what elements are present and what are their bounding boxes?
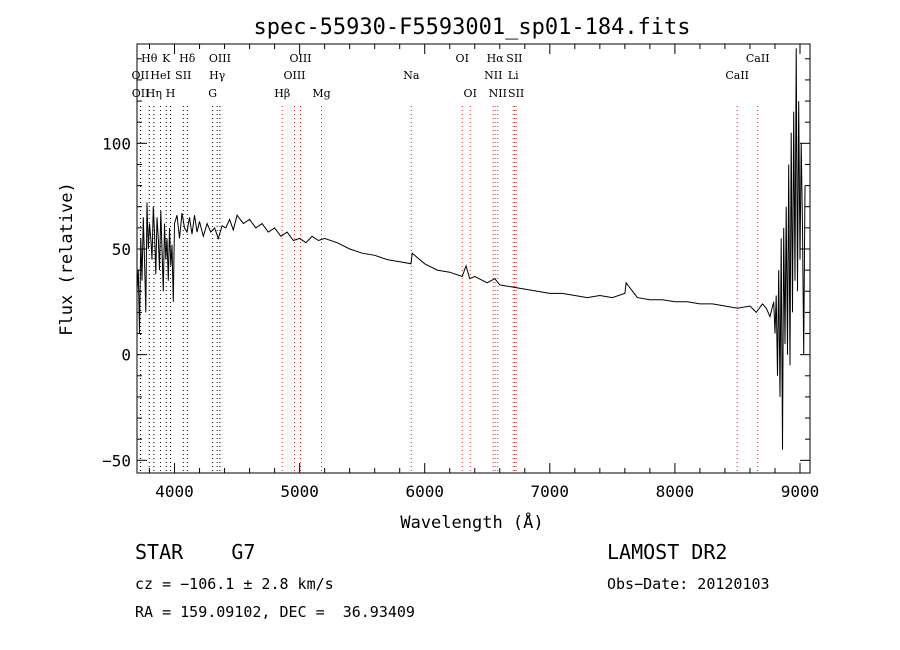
line-label-4: HeI xyxy=(150,69,170,82)
line-label-18: OI xyxy=(464,87,477,100)
line-label-20: SII xyxy=(506,52,522,65)
line-label-7: Hδ xyxy=(179,52,196,65)
line-label-25: CaII xyxy=(746,52,770,65)
plot-frame xyxy=(136,43,811,474)
line-label-19: Hα xyxy=(487,52,505,65)
spectrum-series xyxy=(136,48,806,450)
line-label-11: G xyxy=(208,87,217,100)
line-label-6: H xyxy=(166,87,176,100)
y-axis-label: Flux (relative) xyxy=(57,182,77,336)
x-tick-label-3: 7000 xyxy=(531,482,570,501)
line-label-2: OII xyxy=(132,87,150,100)
line-label-1: OII xyxy=(132,69,150,82)
line-label-14: Hβ xyxy=(274,87,290,100)
line-label-16: Na xyxy=(403,69,420,82)
ra-dec-coordinates: RA = 159.09102, DEC = 36.93409 xyxy=(135,603,415,621)
survey-name: LAMOST DR2 xyxy=(607,540,728,564)
observation-date: Obs−Date: 20120103 xyxy=(607,575,770,593)
line-label-10: Hγ xyxy=(209,69,226,82)
x-tick-label-5: 9000 xyxy=(781,482,820,501)
x-tick-label-0: 4000 xyxy=(155,482,194,501)
spectrum-line xyxy=(136,48,806,450)
x-axis-label: Wavelength (Å) xyxy=(400,511,543,533)
spectrum-chart: spec-55930-F5593001_sp01-184.fits Hθ OII O… xyxy=(57,15,820,533)
line-label-17: OI xyxy=(456,52,469,65)
chart-title: spec-55930-F5593001_sp01-184.fits xyxy=(253,15,690,40)
spectral-line-labels: Hθ OII OII K HeI Hη H Hδ SII OIII Hγ G OIII OIII Hβ Mg N… xyxy=(132,52,770,100)
redshift-cz: cz = −106.1 ± 2.8 km/s xyxy=(135,575,334,593)
line-label-15: Mg xyxy=(312,87,330,100)
line-label-8: SII xyxy=(175,69,191,82)
x-tick-label-4: 8000 xyxy=(656,482,695,501)
line-label-12: OIII xyxy=(289,52,311,65)
line-label-21: NII xyxy=(484,69,502,82)
object-class: STAR G7 xyxy=(135,540,256,564)
line-label-22: Li xyxy=(508,69,519,82)
line-label-13: OIII xyxy=(283,69,305,82)
spectral-line-markers xyxy=(139,106,759,473)
y-tick-label-3: 100 xyxy=(102,134,131,153)
y-tick-label-2: 50 xyxy=(112,240,131,259)
line-label-9: OIII xyxy=(209,52,231,65)
line-label-5: Hη xyxy=(146,87,162,100)
y-axis: −50 0 50 100 xyxy=(102,58,810,470)
x-tick-label-2: 6000 xyxy=(405,482,444,501)
line-label-26: CaII xyxy=(725,69,749,82)
line-label-23: NII xyxy=(489,87,507,100)
x-axis: 4000 5000 6000 7000 8000 9000 xyxy=(149,44,820,501)
line-label-0: Hθ xyxy=(141,52,158,65)
y-tick-label-0: −50 xyxy=(102,451,131,470)
x-tick-label-1: 5000 xyxy=(280,482,319,501)
line-label-24: SII xyxy=(508,87,524,100)
y-tick-label-1: 0 xyxy=(121,346,131,365)
line-label-3: K xyxy=(162,52,171,65)
